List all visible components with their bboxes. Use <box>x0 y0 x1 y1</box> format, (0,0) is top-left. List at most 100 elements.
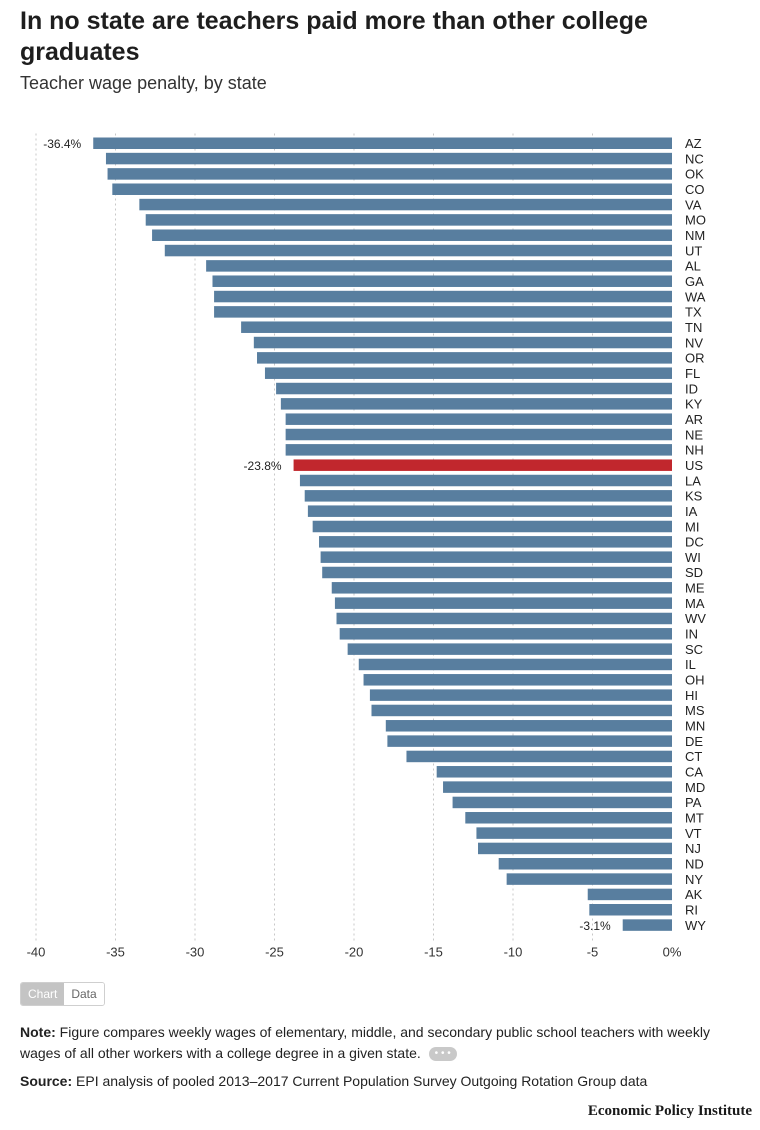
category-label: DC <box>685 535 704 550</box>
note-label: Note: <box>20 1024 56 1040</box>
bar <box>307 505 672 517</box>
bar <box>406 750 672 763</box>
category-label: NV <box>685 335 703 350</box>
bar <box>293 459 672 471</box>
bar <box>322 566 672 579</box>
more-button[interactable]: • • • <box>428 1047 457 1062</box>
data-label: -36.4% <box>43 137 81 151</box>
bar <box>304 490 672 502</box>
note-text: Figure compares weekly wages of elementa… <box>20 1024 710 1061</box>
data-view-button[interactable]: Data <box>64 983 104 1005</box>
category-label: VA <box>685 197 702 212</box>
category-label: SD <box>685 565 703 580</box>
category-label: IL <box>685 657 696 672</box>
category-label: WA <box>685 289 706 304</box>
bar <box>152 229 672 241</box>
category-label: RI <box>685 903 698 918</box>
chart-subtitle: Teacher wage penalty, by state <box>20 73 267 93</box>
category-label: IN <box>685 627 698 642</box>
category-label: MI <box>685 519 699 534</box>
category-label: WY <box>685 918 706 933</box>
chart-source: Source: EPI analysis of pooled 2013–2017… <box>20 1073 647 1089</box>
bar <box>112 183 672 195</box>
category-label: OK <box>685 167 704 182</box>
category-label: NJ <box>685 841 701 856</box>
bar <box>334 597 672 609</box>
bar <box>164 244 673 257</box>
bar <box>498 858 672 870</box>
category-label: MS <box>685 703 705 718</box>
category-label: WI <box>685 550 701 565</box>
category-label: LA <box>685 473 701 488</box>
bar <box>285 444 672 456</box>
category-label: CO <box>685 182 705 197</box>
bar <box>385 720 672 732</box>
data-label: -3.1% <box>579 919 611 933</box>
category-label: NH <box>685 443 704 458</box>
category-label: NC <box>685 151 704 166</box>
bar <box>363 674 672 686</box>
chart-note: Note: Figure compares weekly wages of el… <box>20 1022 720 1064</box>
category-label: UT <box>685 243 702 258</box>
bar <box>253 336 672 349</box>
bar <box>93 137 673 149</box>
x-tick-label: -30 <box>186 945 205 960</box>
x-tick-label: -35 <box>106 945 125 960</box>
category-label: US <box>685 458 703 473</box>
bar <box>589 904 672 916</box>
bar <box>347 643 672 655</box>
source-label: Source: <box>20 1073 73 1089</box>
bar <box>476 827 672 839</box>
category-label: ND <box>685 857 704 872</box>
bar <box>320 551 672 563</box>
x-tick-label: -5 <box>587 945 599 960</box>
bar <box>105 152 672 165</box>
x-tick-label: -15 <box>424 945 443 960</box>
bar <box>285 428 672 441</box>
category-label: MT <box>685 811 704 826</box>
bar <box>336 612 672 625</box>
category-label: NM <box>685 228 705 243</box>
category-label: MD <box>685 780 705 795</box>
category-label: SC <box>685 642 703 657</box>
category-label: NE <box>685 427 703 442</box>
brand-logo: Economic Policy Institute <box>587 1103 752 1119</box>
category-label: MO <box>685 213 706 228</box>
bar <box>331 582 672 594</box>
bar <box>280 398 672 410</box>
bar <box>587 888 672 901</box>
category-label: MN <box>685 719 705 734</box>
bar <box>443 781 672 793</box>
bar <box>264 367 672 379</box>
bar <box>214 290 672 303</box>
bar <box>312 520 672 533</box>
x-tick-label: -10 <box>504 945 523 960</box>
category-label: AZ <box>685 136 702 151</box>
category-label: WV <box>685 611 706 626</box>
category-label: AL <box>685 259 701 274</box>
x-tick-label: -40 <box>27 945 46 960</box>
bar <box>276 382 672 395</box>
bar <box>339 628 672 640</box>
source-text: EPI analysis of pooled 2013–2017 Current… <box>76 1073 648 1089</box>
category-label: PA <box>685 795 702 810</box>
chart-view-button[interactable]: Chart <box>21 983 65 1005</box>
bar <box>465 812 672 824</box>
category-label: MA <box>685 596 705 611</box>
bar <box>452 796 672 809</box>
category-label: ME <box>685 581 705 596</box>
bar <box>139 198 673 211</box>
x-tick-label: -20 <box>345 945 364 960</box>
bar <box>478 842 672 855</box>
view-toggle: Chart Data <box>20 982 105 1006</box>
category-label: DE <box>685 734 703 749</box>
bar <box>212 275 673 287</box>
bar <box>506 873 672 885</box>
bar <box>358 658 672 671</box>
bar <box>319 536 672 548</box>
category-label: IA <box>685 504 698 519</box>
bar <box>214 306 672 318</box>
category-label: AK <box>685 887 703 902</box>
bar <box>371 704 672 717</box>
bar <box>369 689 672 701</box>
